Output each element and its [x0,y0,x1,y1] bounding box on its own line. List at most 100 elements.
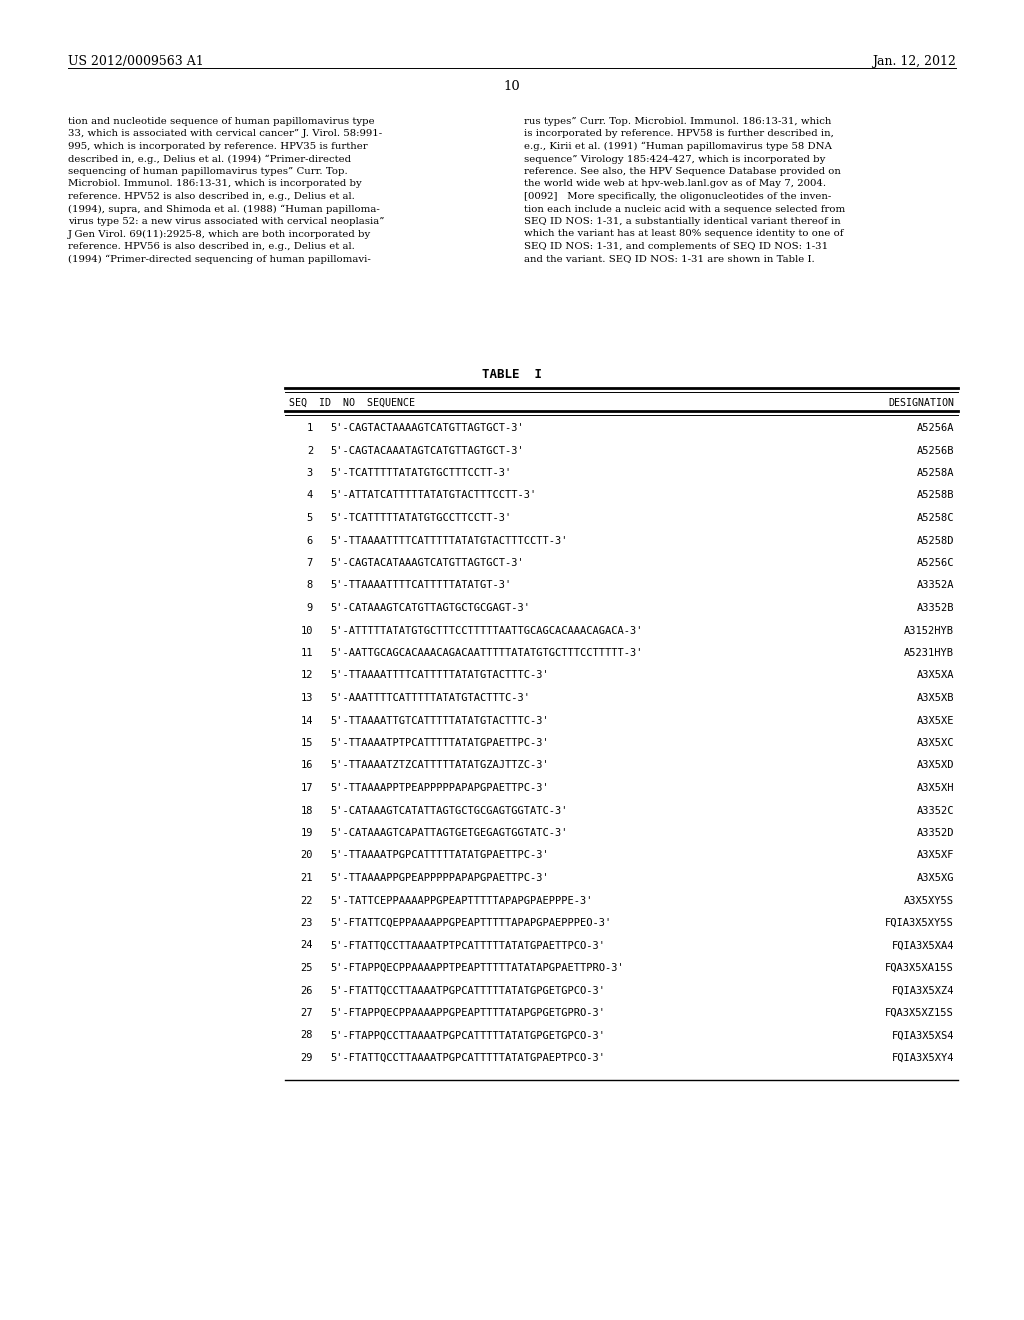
Text: A5258B: A5258B [916,491,954,500]
Text: 5'-TCATTTTTATATGTGCCTTCCTT-3': 5'-TCATTTTTATATGTGCCTTCCTT-3' [330,513,511,523]
Text: 29: 29 [300,1053,313,1063]
Text: A3X5XB: A3X5XB [916,693,954,704]
Text: DESIGNATION: DESIGNATION [888,399,954,408]
Text: FQIA3X5XZ4: FQIA3X5XZ4 [892,986,954,995]
Text: sequencing of human papillomavirus types” Curr. Top.: sequencing of human papillomavirus types… [68,168,348,176]
Text: 5'-TTAAAAPPTPEAPPPPPAPAPGPAETTPC-3': 5'-TTAAAAPPTPEAPPPPPAPAPGPAETTPC-3' [330,783,549,793]
Text: 20: 20 [300,850,313,861]
Text: 9: 9 [307,603,313,612]
Text: 5'-FTATTQCCTTAAAATPGPCATTTTTATATGPAEPTPCО-3': 5'-FTATTQCCTTAAAATPGPCATTTTTATATGPAEPTPC… [330,1053,605,1063]
Text: FQIA3X5XS4: FQIA3X5XS4 [892,1031,954,1040]
Text: 17: 17 [300,783,313,793]
Text: 5'-CATAAAGTCATGTTAGTGCTGCGAGT-3': 5'-CATAAAGTCATGTTAGTGCTGCGAGT-3' [330,603,530,612]
Text: SEQ  ID  NO  SEQUENCE: SEQ ID NO SEQUENCE [289,399,415,408]
Text: 5'-TTAAAATTTTCATTTTTATATGTACTTTCCTT-3': 5'-TTAAAATTTTCATTTTTATATGTACTTTCCTT-3' [330,536,567,545]
Text: 995, which is incorporated by reference. HPV35 is further: 995, which is incorporated by reference.… [68,143,368,150]
Text: A5258A: A5258A [916,469,954,478]
Text: virus type 52: a new virus associated with cervical neoplasia”: virus type 52: a new virus associated wi… [68,216,384,226]
Text: A3152HYB: A3152HYB [904,626,954,635]
Text: FQIA3X5XA4: FQIA3X5XA4 [892,940,954,950]
Text: 5'-CAGTACTAAAAGTCATGTTAGTGCT-3': 5'-CAGTACTAAAAGTCATGTTAGTGCT-3' [330,422,523,433]
Text: A3X5XC: A3X5XC [916,738,954,748]
Text: 5'-TTAAAAPPGPEAPPPPPAPAPGPAETTPC-3': 5'-TTAAAAPPGPEAPPPPPAPAPGPAETTPC-3' [330,873,549,883]
Text: 5'-TTAAAATZTZCATTTTTATATGZAJTTZC-3': 5'-TTAAAATZTZCATTTTTATATGZAJTTZC-3' [330,760,549,771]
Text: 2: 2 [307,446,313,455]
Text: A3X5XG: A3X5XG [916,873,954,883]
Text: 13: 13 [300,693,313,704]
Text: 18: 18 [300,805,313,816]
Text: tion and nucleotide sequence of human papillomavirus type: tion and nucleotide sequence of human pa… [68,117,375,125]
Text: 28: 28 [300,1031,313,1040]
Text: 5'-FTAPPQECPPAAAAPPGPEAPTTTTATAPGPGETGPRО-3': 5'-FTAPPQECPPAAAAPPGPEAPTTTTATAPGPGETGPR… [330,1008,605,1018]
Text: 5'-FTATTQCCTTAAAATPGPCATTTTTATATGPGETGPCО-3': 5'-FTATTQCCTTAAAATPGPCATTTTTATATGPGETGPC… [330,986,605,995]
Text: 5'-FTAPPQECPPAAAAPPTPEAPTTTTTATATAPGPAETTPRО-3': 5'-FTAPPQECPPAAAAPPTPEAPTTTTTATATAPGPAET… [330,964,624,973]
Text: 12: 12 [300,671,313,681]
Text: 5'-FTATTCQEPPAAAAPPGPEAPTTTTTAPAPGPAEPPPEO-3': 5'-FTATTCQEPPAAAAPPGPEAPTTTTTAPAPGPAEPPP… [330,917,611,928]
Text: 3: 3 [307,469,313,478]
Text: 5'-TTAAAATTTTCATTTTTATATGTACTTTC-3': 5'-TTAAAATTTTCATTTTTATATGTACTTTC-3' [330,671,549,681]
Text: A3X5XE: A3X5XE [916,715,954,726]
Text: 11: 11 [300,648,313,657]
Text: 25: 25 [300,964,313,973]
Text: FQIA3X5XY4: FQIA3X5XY4 [892,1053,954,1063]
Text: A3X5XF: A3X5XF [916,850,954,861]
Text: reference. See also, the HPV Sequence Database provided on: reference. See also, the HPV Sequence Da… [524,168,841,176]
Text: 19: 19 [300,828,313,838]
Text: TABLE  I: TABLE I [482,368,542,381]
Text: J Gen Virol. 69(11):2925-8, which are both incorporated by: J Gen Virol. 69(11):2925-8, which are bo… [68,230,372,239]
Text: SEQ ID NOS: 1-31, a substantially identical variant thereof in: SEQ ID NOS: 1-31, a substantially identi… [524,216,841,226]
Text: A3X5XY5S: A3X5XY5S [904,895,954,906]
Text: rus types” Curr. Top. Microbiol. Immunol. 186:13-31, which: rus types” Curr. Top. Microbiol. Immunol… [524,117,831,125]
Text: 7: 7 [307,558,313,568]
Text: 5'-CAGTACATAAAGTCATGTTAGTGCT-3': 5'-CAGTACATAAAGTCATGTTAGTGCT-3' [330,558,523,568]
Text: 8: 8 [307,581,313,590]
Text: 14: 14 [300,715,313,726]
Text: 5: 5 [307,513,313,523]
Text: 5'-FTAPPQCCTTAAAATPGPCATTTTTATATGPGETGPCО-3': 5'-FTAPPQCCTTAAAATPGPCATTTTTATATGPGETGPC… [330,1031,605,1040]
Text: FQA3X5XZ15S: FQA3X5XZ15S [886,1008,954,1018]
Text: 16: 16 [300,760,313,771]
Text: 5'-ATTATCATTTTTATATGTACTTTCCTT-3': 5'-ATTATCATTTTTATATGTACTTTCCTT-3' [330,491,537,500]
Text: A3352D: A3352D [916,828,954,838]
Text: 5'-TATTCEPPAAAAPPGPEAPTTTTTAPAPGPAEPPPE-3': 5'-TATTCEPPAAAAPPGPEAPTTTTTAPAPGPAEPPPE-… [330,895,593,906]
Text: the world wide web at hpv-web.lanl.gov as of May 7, 2004.: the world wide web at hpv-web.lanl.gov a… [524,180,826,189]
Text: 5'-CATAAAGTCAPATTAGTGETGEGAGTGGTATC-3': 5'-CATAAAGTCAPATTAGTGETGEGAGTGGTATC-3' [330,828,567,838]
Text: e.g., Kirii et al. (1991) “Human papillomavirus type 58 DNA: e.g., Kirii et al. (1991) “Human papillo… [524,143,831,152]
Text: 15: 15 [300,738,313,748]
Text: reference. HPV52 is also described in, e.g., Delius et al.: reference. HPV52 is also described in, e… [68,191,355,201]
Text: 10: 10 [504,81,520,92]
Text: 33, which is associated with cervical cancer” J. Virol. 58:991-: 33, which is associated with cervical ca… [68,129,382,139]
Text: 6: 6 [307,536,313,545]
Text: (1994), supra, and Shimoda et al. (1988) “Human papilloma-: (1994), supra, and Shimoda et al. (1988)… [68,205,380,214]
Text: (1994) “Primer-directed sequencing of human papillomavi-: (1994) “Primer-directed sequencing of hu… [68,255,371,264]
Text: 5'-TTAAAATPTPCATTTTTATATGPAETTPC-3': 5'-TTAAAATPTPCATTTTTATATGPAETTPC-3' [330,738,549,748]
Text: A3352C: A3352C [916,805,954,816]
Text: A5231HYB: A5231HYB [904,648,954,657]
Text: FQA3X5XA15S: FQA3X5XA15S [886,964,954,973]
Text: A5256C: A5256C [916,558,954,568]
Text: FQIA3X5XY5S: FQIA3X5XY5S [886,917,954,928]
Text: A3X5XH: A3X5XH [916,783,954,793]
Text: described in, e.g., Delius et al. (1994) “Primer-directed: described in, e.g., Delius et al. (1994)… [68,154,351,164]
Text: 5'-TCATTTTTATATGTGCTTTCCTT-3': 5'-TCATTTTTATATGTGCTTTCCTT-3' [330,469,511,478]
Text: 23: 23 [300,917,313,928]
Text: 5'-TTAAAATTTTCATTTTTATATGT-3': 5'-TTAAAATTTTCATTTTTATATGT-3' [330,581,511,590]
Text: A5256B: A5256B [916,446,954,455]
Text: tion each include a nucleic acid with a sequence selected from: tion each include a nucleic acid with a … [524,205,845,214]
Text: A5256A: A5256A [916,422,954,433]
Text: 5'-AATTGCAGCACAAACAGACAATTTTTATATGTGCTTTCCTTTTT-3': 5'-AATTGCAGCACAAACAGACAATTTTTATATGTGCTTT… [330,648,642,657]
Text: 4: 4 [307,491,313,500]
Text: 5'-CAGTACAAATAGTCATGTTAGTGCT-3': 5'-CAGTACAAATAGTCATGTTAGTGCT-3' [330,446,523,455]
Text: A3352B: A3352B [916,603,954,612]
Text: reference. HPV56 is also described in, e.g., Delius et al.: reference. HPV56 is also described in, e… [68,242,355,251]
Text: A3X5XD: A3X5XD [916,760,954,771]
Text: sequence” Virology 185:424-427, which is incorporated by: sequence” Virology 185:424-427, which is… [524,154,825,164]
Text: 24: 24 [300,940,313,950]
Text: A3X5XA: A3X5XA [916,671,954,681]
Text: 5'-FTATTQCCTTAAAATPTPCATTTTTATATGPAETTPCО-3': 5'-FTATTQCCTTAAAATPTPCATTTTTATATGPAETTPC… [330,940,605,950]
Text: 10: 10 [300,626,313,635]
Text: A5258D: A5258D [916,536,954,545]
Text: US 2012/0009563 A1: US 2012/0009563 A1 [68,55,204,69]
Text: Jan. 12, 2012: Jan. 12, 2012 [872,55,956,69]
Text: 27: 27 [300,1008,313,1018]
